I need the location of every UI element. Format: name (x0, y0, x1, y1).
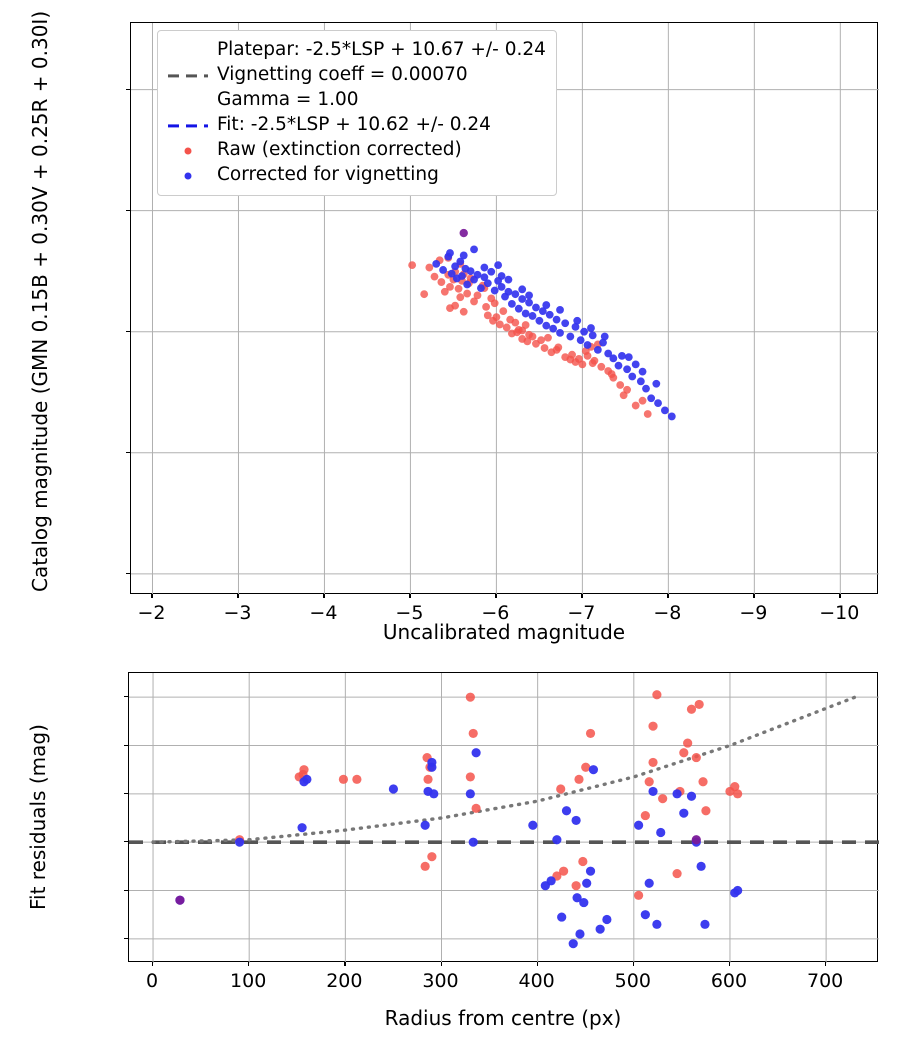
y-tick (126, 572, 130, 575)
legend-item-label: Fit: -2.5*LSP + 10.62 +/- 0.24 (217, 114, 491, 136)
x-tick (237, 594, 239, 598)
legend-blank-icon (167, 41, 209, 61)
fit-residuals-axes (128, 672, 879, 963)
x-tick (409, 594, 411, 598)
x-tick (440, 962, 442, 966)
legend-item: Gamma = 1.00 (167, 88, 546, 113)
x-tick (825, 962, 827, 966)
y-tick (124, 841, 128, 843)
legend-item-label: Platepar: -2.5*LSP + 10.67 +/- 0.24 (217, 39, 546, 61)
y-tick (124, 744, 128, 746)
x-tick (152, 962, 154, 966)
x-tick (536, 962, 538, 966)
y-tick (124, 696, 128, 698)
x-tick-label: −10 (819, 602, 860, 624)
x-tick-label: 500 (614, 970, 651, 992)
x-tick-label: −2 (137, 602, 166, 624)
fit-residuals-plot-area (129, 673, 879, 963)
legend-dashed-line-icon (167, 66, 209, 86)
x-tick-label: −6 (481, 602, 510, 624)
x-tick-label: 600 (710, 970, 748, 992)
y-tick (126, 451, 130, 454)
legend-item-label: Corrected for vignetting (217, 164, 439, 186)
legend-item: Fit: -2.5*LSP + 10.62 +/- 0.24 (167, 113, 546, 138)
x-tick (753, 594, 755, 598)
legend-item: Vignetting coeff = 0.00070 (167, 63, 546, 88)
legend-item-label: Raw (extinction corrected) (217, 139, 462, 161)
legend-item-label: Gamma = 1.00 (217, 89, 359, 111)
x-tick-label: 700 (806, 970, 844, 992)
y-tick (124, 889, 128, 891)
x-tick-label: 400 (518, 970, 555, 992)
x-tick (581, 594, 583, 598)
legend-item: Corrected for vignetting (167, 163, 546, 188)
x-tick (323, 594, 325, 598)
x-tick-label: 100 (230, 970, 267, 992)
y-tick (124, 792, 128, 795)
x-tick-label: 300 (422, 970, 459, 992)
photometry-fit-xlabel: Uncalibrated magnitude (382, 620, 626, 644)
legend-item: Raw (extinction corrected) (167, 138, 546, 163)
legend-dashed-line-icon (167, 116, 209, 136)
legend-dot-icon (167, 141, 209, 161)
y-tick (126, 209, 130, 211)
dot-swatch (184, 172, 192, 179)
fit-residuals-ylabel: Fit residuals (mag) (26, 724, 50, 910)
x-tick (839, 594, 841, 598)
dashed-line-swatch (168, 73, 208, 78)
x-tick (632, 962, 635, 966)
legend-blank-icon (167, 91, 209, 111)
dot-swatch (184, 147, 192, 154)
x-tick (344, 962, 346, 966)
x-tick (151, 594, 153, 598)
x-tick-label: −7 (567, 602, 596, 624)
x-tick (667, 594, 669, 598)
photometry-fit-legend: Platepar: -2.5*LSP + 10.67 +/- 0.24 Vigne… (157, 30, 557, 196)
fit-residuals-xlabel: Radius from centre (px) (384, 1006, 622, 1030)
x-tick-label: −3 (223, 602, 252, 624)
x-tick-label: −4 (309, 602, 338, 624)
y-tick (124, 937, 128, 940)
photometry-fit-ylabel: Catalog magnitude (GMN 0.15B + 0.30V + 0… (28, 10, 52, 592)
y-tick (126, 330, 130, 332)
legend-item-label: Vignetting coeff = 0.00070 (217, 64, 468, 86)
x-tick-label: −5 (395, 602, 424, 624)
dashed-line-swatch (168, 123, 208, 128)
x-tick (495, 594, 497, 598)
x-tick-label: 0 (145, 970, 159, 992)
x-tick-label: −9 (739, 602, 768, 624)
legend-item: Platepar: -2.5*LSP + 10.67 +/- 0.24 (167, 38, 546, 63)
x-tick (728, 962, 731, 966)
y-tick (126, 88, 130, 90)
legend-dot-icon (167, 166, 209, 186)
x-tick-label: 200 (326, 970, 363, 992)
x-tick-label: −8 (653, 602, 682, 624)
x-tick (248, 962, 250, 966)
